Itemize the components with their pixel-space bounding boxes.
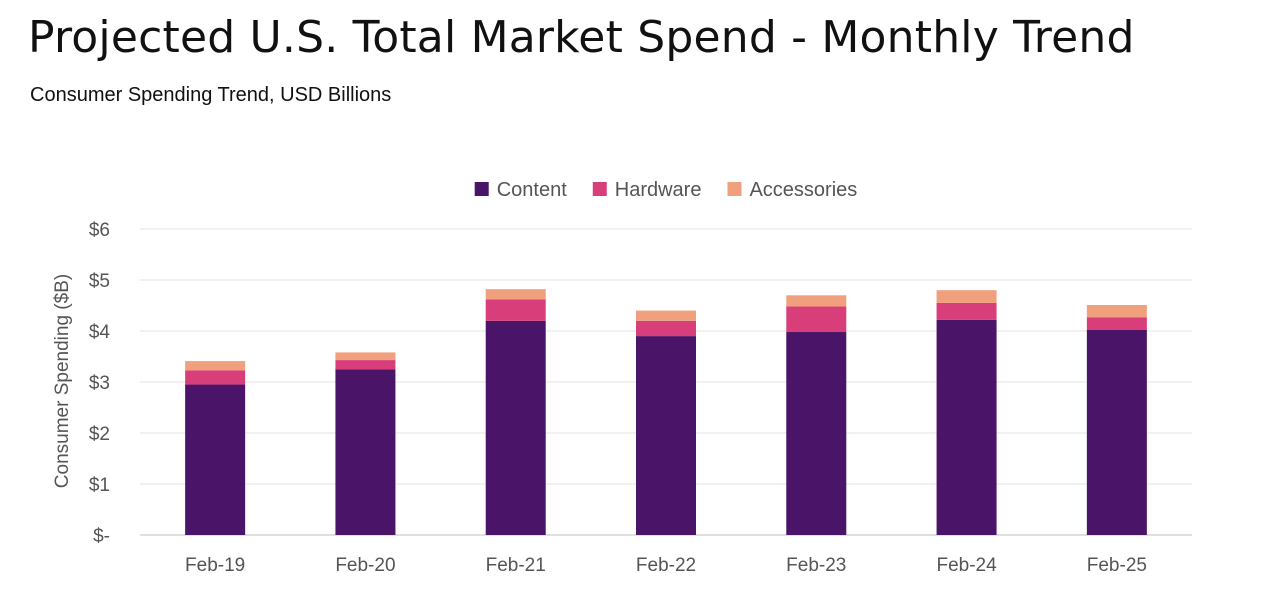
bar-hardware-feb-23 bbox=[786, 306, 847, 333]
x-tick-label: Feb-21 bbox=[486, 555, 546, 576]
y-tick-label: $1 bbox=[89, 475, 110, 496]
y-axis-title: Consumer Spending ($B) bbox=[52, 274, 73, 488]
bar-accessories-feb-21 bbox=[485, 289, 546, 300]
x-tick-label: Feb-23 bbox=[786, 555, 846, 576]
bar-accessories-feb-22 bbox=[636, 310, 696, 321]
legend-swatch bbox=[592, 182, 607, 196]
legend-label: Hardware bbox=[615, 179, 702, 201]
x-tick-label: Feb-19 bbox=[185, 555, 245, 576]
bar-accessories-feb-24 bbox=[936, 290, 997, 303]
bar-hardware-feb-19 bbox=[185, 370, 246, 385]
x-tick-label: Feb-24 bbox=[936, 555, 997, 576]
bar-hardware-feb-24 bbox=[936, 302, 997, 320]
page-subtitle: Consumer Spending Trend, USD Billions bbox=[30, 84, 392, 106]
legend-label: Accessories bbox=[749, 179, 857, 201]
legend-item-content[interactable]: Content bbox=[474, 179, 567, 201]
y-tick-label: $- bbox=[93, 526, 110, 547]
bar-hardware-feb-25 bbox=[1086, 317, 1147, 330]
bar-content-feb-19 bbox=[185, 384, 246, 535]
legend-swatch bbox=[727, 182, 742, 196]
bar-content-feb-24 bbox=[936, 319, 997, 535]
legend-item-hardware[interactable]: Hardware bbox=[592, 179, 702, 201]
bar-content-feb-21 bbox=[485, 320, 546, 535]
x-tick-label: Feb-20 bbox=[335, 555, 395, 576]
bar-accessories-feb-19 bbox=[185, 361, 246, 371]
bar-accessories-feb-25 bbox=[1086, 304, 1147, 318]
y-tick-label: $5 bbox=[89, 271, 110, 292]
bar-hardware-feb-22 bbox=[636, 320, 696, 337]
y-tick-label: $6 bbox=[89, 220, 110, 241]
bar-content-feb-25 bbox=[1086, 329, 1147, 535]
bars bbox=[185, 289, 1147, 535]
axes: $- $1 $2 $3 $4 $5 $6 Feb-19 Feb-20 Feb-21 Feb-22 Fe… bbox=[89, 220, 1147, 576]
bar-content-feb-22 bbox=[636, 336, 696, 535]
bar-accessories-feb-20 bbox=[335, 352, 396, 361]
legend[interactable]: Content Hardware Accessories bbox=[474, 179, 858, 201]
y-tick-label: $2 bbox=[89, 424, 110, 445]
bar-content-feb-23 bbox=[786, 332, 847, 535]
x-tick-label: Feb-22 bbox=[636, 555, 696, 576]
legend-swatch bbox=[474, 182, 489, 196]
bar-accessories-feb-23 bbox=[786, 295, 847, 307]
legend-item-accessories[interactable]: Accessories bbox=[727, 179, 857, 201]
bar-hardware-feb-20 bbox=[335, 360, 396, 370]
bar-hardware-feb-21 bbox=[485, 299, 546, 321]
page-title: Projected U.S. Total Market Spend - Mont… bbox=[28, 12, 1135, 63]
legend-label: Content bbox=[497, 179, 567, 201]
y-tick-label: $4 bbox=[89, 322, 111, 343]
y-tick-label: $3 bbox=[89, 373, 110, 394]
bar-content-feb-20 bbox=[335, 369, 396, 535]
x-tick-label: Feb-25 bbox=[1087, 555, 1147, 576]
